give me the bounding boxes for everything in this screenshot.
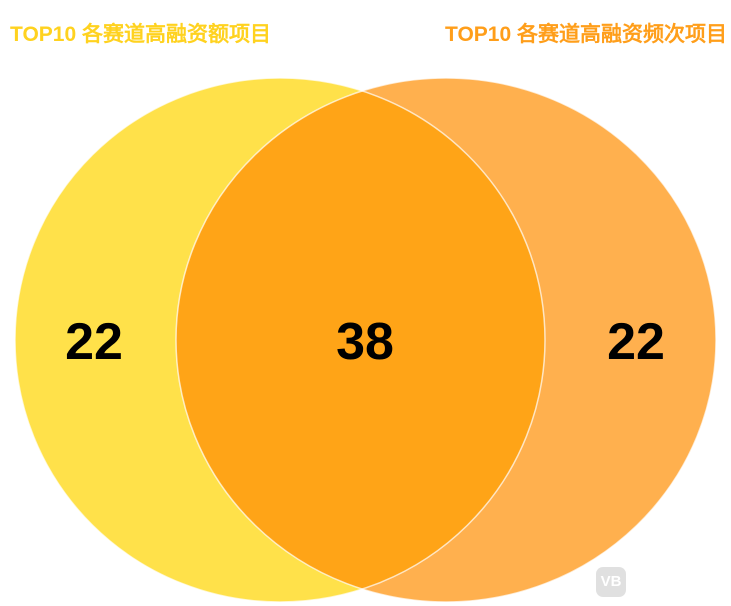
left-set-title: TOP10 各赛道高融资额项目 xyxy=(10,23,271,46)
left-only-count: 22 xyxy=(65,313,123,371)
right-only-count: 22 xyxy=(607,313,665,371)
left-circle-outline xyxy=(14,77,546,603)
watermark-text: 动脉网 xyxy=(631,569,713,599)
vb-logo-icon: VB xyxy=(595,566,626,597)
right-circle-outline xyxy=(175,77,717,603)
overlap-region xyxy=(176,78,545,602)
watermark: VB 动脉网 xyxy=(595,563,713,600)
right-set-title: TOP10 各赛道高融资频次项目 xyxy=(445,23,727,46)
overlap-count: 38 xyxy=(336,313,394,371)
